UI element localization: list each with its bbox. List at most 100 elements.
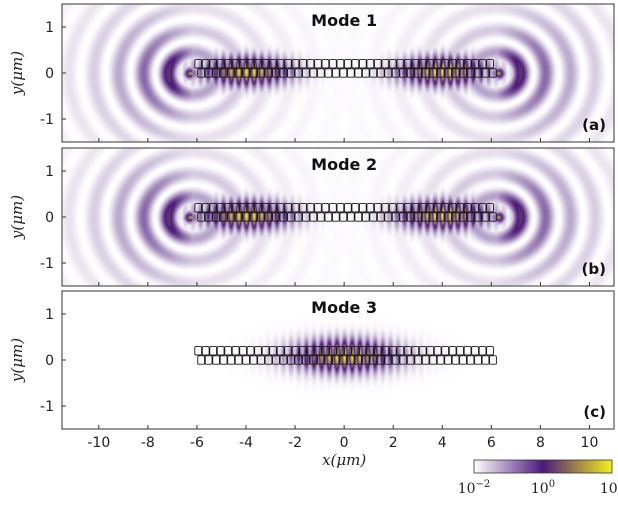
- waveguide-rod: [219, 355, 228, 365]
- waveguide-rod: [489, 355, 497, 365]
- field-heatmap: [62, 291, 614, 429]
- waveguide-rod: [373, 346, 382, 356]
- waveguide-rod: [463, 203, 472, 213]
- waveguide-rod: [264, 355, 273, 365]
- x-tick-label: 0: [340, 435, 349, 451]
- waveguide-rod: [366, 346, 375, 356]
- waveguide-rod: [261, 59, 270, 69]
- waveguide-rod: [456, 346, 464, 356]
- waveguide-rod: [444, 212, 452, 222]
- waveguide-rod: [429, 355, 437, 365]
- waveguide-rod: [444, 68, 452, 78]
- waveguide-rod: [204, 68, 213, 78]
- waveguide-rod: [418, 59, 427, 69]
- waveguide-rod: [329, 203, 337, 213]
- waveguide-rod: [414, 355, 423, 365]
- waveguide-array: [194, 203, 497, 222]
- waveguide-rod: [239, 346, 247, 356]
- waveguide-rod: [381, 346, 390, 356]
- waveguide-rod: [257, 68, 265, 78]
- waveguide-rod: [376, 212, 385, 222]
- x-tick-label: 6: [487, 435, 496, 451]
- waveguide-rod: [344, 203, 352, 213]
- waveguide-rod: [391, 355, 400, 365]
- waveguide-rod: [459, 212, 467, 222]
- panel-label: (b): [582, 260, 606, 278]
- waveguide-rod: [486, 346, 494, 356]
- waveguide-rod: [451, 212, 460, 222]
- waveguide-rod: [246, 59, 255, 69]
- waveguide-rod: [351, 203, 360, 213]
- waveguide-rod: [421, 355, 430, 365]
- waveguide-rod: [302, 355, 310, 365]
- waveguide-rod: [272, 355, 280, 365]
- y-axis-label: y(μm): [8, 195, 26, 240]
- panel-1: 1 0 -1 y(μm) Mode 1 (a): [8, 3, 615, 143]
- waveguide-rod: [436, 212, 445, 222]
- waveguide-rod: [257, 212, 265, 222]
- waveguide-rod: [332, 212, 340, 222]
- waveguide-rod: [444, 355, 452, 365]
- waveguide-rod: [276, 203, 285, 213]
- waveguide-rod: [287, 355, 295, 365]
- waveguide-rod: [284, 346, 292, 356]
- waveguide-rod: [384, 212, 393, 222]
- waveguide-rod: [317, 355, 325, 365]
- waveguide-rod: [269, 203, 277, 213]
- waveguide-rod: [463, 59, 472, 69]
- waveguide-rod: [302, 68, 310, 78]
- waveguide-rod: [309, 68, 318, 78]
- waveguide-rod: [456, 203, 464, 213]
- waveguide-rod: [294, 68, 303, 78]
- waveguide-rod: [321, 203, 330, 213]
- colorbar-tick-label: 102: [600, 479, 618, 497]
- x-tick-label: -6: [190, 435, 204, 451]
- waveguide-rod: [201, 346, 210, 356]
- waveguide-rod: [399, 212, 408, 222]
- waveguide-rod: [411, 346, 420, 356]
- waveguide-rod: [287, 212, 295, 222]
- waveguide-rod: [306, 59, 315, 69]
- x-tick-label: 8: [536, 435, 545, 451]
- waveguide-rod: [231, 346, 240, 356]
- waveguide-rod: [346, 68, 355, 78]
- waveguide-rod: [287, 68, 295, 78]
- waveguide-array: [194, 346, 497, 365]
- x-tick-label: -4: [239, 435, 253, 451]
- waveguide-rod: [403, 346, 412, 356]
- x-tick-label: 4: [438, 435, 447, 451]
- waveguide-rod: [429, 212, 437, 222]
- waveguide-rod: [212, 68, 220, 78]
- waveguide-rod: [403, 59, 412, 69]
- waveguide-rod: [294, 355, 303, 365]
- waveguide-rod: [204, 212, 213, 222]
- waveguide-rod: [242, 212, 250, 222]
- waveguide-rod: [212, 355, 220, 365]
- waveguide-rod: [388, 346, 397, 356]
- waveguide-rod: [366, 59, 375, 69]
- waveguide-rod: [388, 59, 397, 69]
- panel-title: Mode 3: [311, 298, 377, 317]
- waveguide-rod: [451, 68, 460, 78]
- waveguide-rod: [411, 203, 420, 213]
- waveguide-rod: [246, 346, 255, 356]
- waveguide-rod: [336, 346, 345, 356]
- waveguide-rod: [257, 355, 265, 365]
- waveguide-rod: [306, 203, 315, 213]
- waveguide-rod: [261, 346, 270, 356]
- waveguide-rod: [194, 203, 203, 213]
- waveguide-rod: [254, 346, 262, 356]
- waveguide-rod: [239, 59, 247, 69]
- waveguide-rod: [448, 346, 457, 356]
- waveguide-rod: [474, 68, 482, 78]
- waveguide-rod: [414, 212, 423, 222]
- waveguide-rod: [224, 59, 233, 69]
- colorbar-gradient: [473, 459, 613, 474]
- waveguide-rod: [471, 346, 479, 356]
- waveguide-rod: [269, 59, 277, 69]
- waveguide-rod: [411, 59, 420, 69]
- waveguide-rod: [317, 68, 325, 78]
- waveguide-rod: [344, 59, 352, 69]
- waveguide-rod: [249, 355, 258, 365]
- waveguide-rod: [254, 203, 262, 213]
